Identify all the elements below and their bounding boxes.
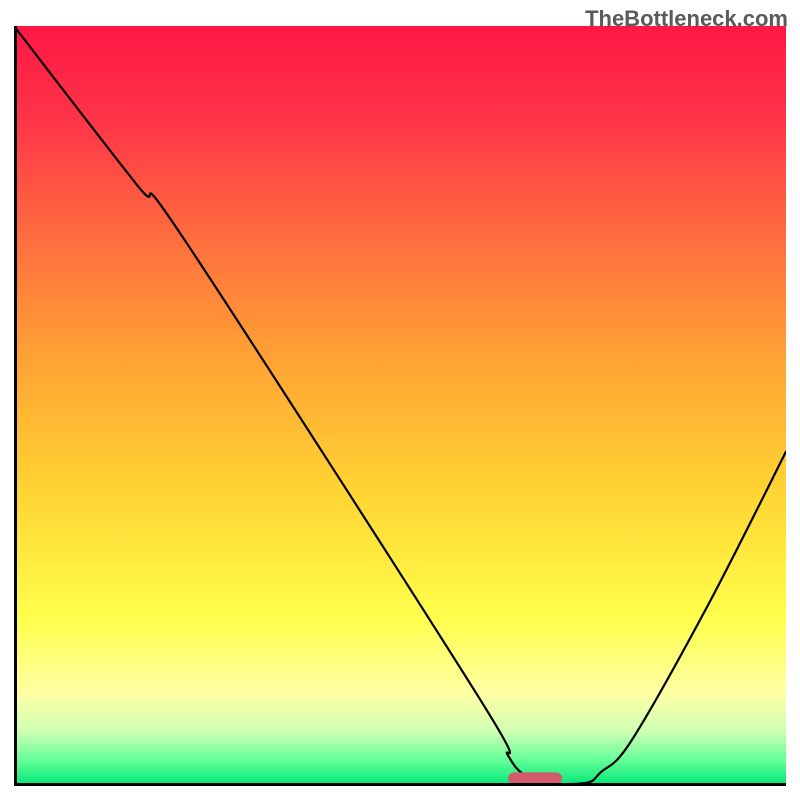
chart-area: [14, 26, 786, 786]
chart-background: [14, 26, 786, 786]
watermark-text: TheBottleneck.com: [585, 6, 788, 32]
optimum-marker: [508, 772, 562, 784]
chart-svg: [14, 26, 786, 786]
